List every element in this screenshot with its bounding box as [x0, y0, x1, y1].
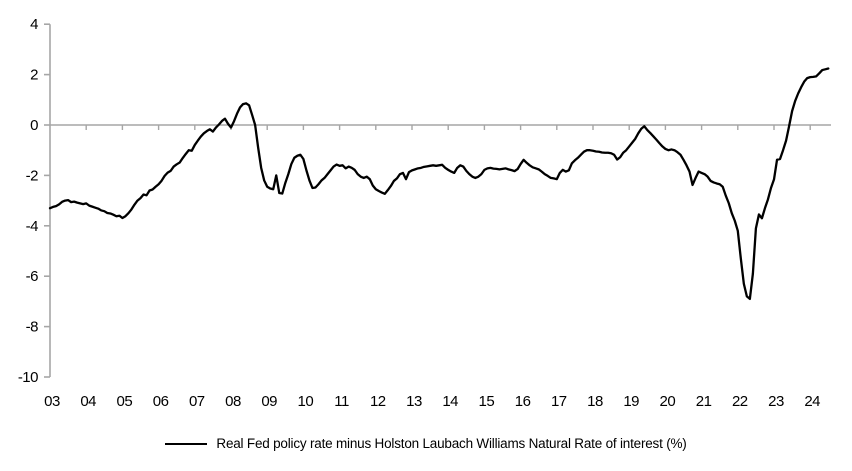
x-axis-label: 03 [44, 393, 60, 410]
y-axis-label: 2 [30, 67, 38, 84]
x-axis-label: 04 [80, 393, 96, 410]
x-axis-label: 19 [623, 393, 639, 410]
x-axis-label: 05 [117, 393, 133, 410]
x-axis-label: 14 [442, 393, 458, 410]
x-axis-label: 16 [515, 393, 531, 410]
x-axis-label: 22 [732, 393, 748, 410]
x-axis-label: 06 [153, 393, 169, 410]
legend-label: Real Fed policy rate minus Holston Lauba… [216, 436, 687, 451]
x-axis-label: 08 [225, 393, 241, 410]
x-axis-label: 15 [479, 393, 495, 410]
x-axis-label: 18 [587, 393, 603, 410]
x-axis-label: 17 [551, 393, 567, 410]
data-line [48, 67, 830, 301]
x-axis-label: 21 [696, 393, 712, 410]
legend-line-swatch [165, 442, 208, 445]
x-axis-label: 11 [334, 393, 349, 410]
y-axis-label: -4 [26, 218, 38, 235]
y-axis-label: -2 [26, 167, 38, 184]
y-axis-label: 4 [30, 16, 38, 33]
y-axis-label: -6 [26, 268, 38, 285]
x-axis-label: 24 [804, 393, 820, 410]
y-axis-label: -8 [26, 319, 38, 336]
x-axis-label: 13 [406, 393, 422, 410]
legend: Real Fed policy rate minus Holston Lauba… [0, 436, 852, 451]
x-axis-label: 12 [370, 393, 386, 410]
x-axis-label: 07 [189, 393, 205, 410]
y-axis-label: 0 [30, 117, 38, 134]
x-axis-label: 20 [660, 393, 676, 410]
x-axis-label: 09 [261, 393, 277, 410]
x-axis-label: 10 [298, 393, 314, 410]
x-axis-label: 23 [768, 393, 784, 410]
y-axis-label: -10 [18, 369, 38, 386]
